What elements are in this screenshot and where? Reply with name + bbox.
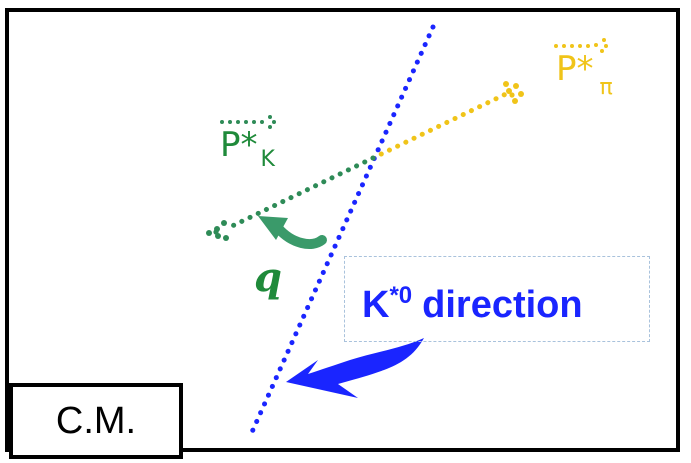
p-star-k-label: P* K bbox=[220, 125, 275, 172]
p-star-pi-arrowhead bbox=[503, 81, 524, 104]
p-star-pi-label: P* π bbox=[556, 49, 613, 100]
angle-label: q bbox=[254, 254, 282, 301]
frame-label-box: C.M. bbox=[9, 383, 183, 459]
p-star-k-arrowhead bbox=[206, 220, 229, 241]
p-star-k-vector bbox=[206, 115, 376, 241]
frame-label: C.M. bbox=[55, 399, 137, 442]
direction-curved-arrow-icon bbox=[286, 338, 424, 398]
p-star-pi-overdots bbox=[554, 38, 608, 53]
k-star-direction-line bbox=[249, 24, 436, 435]
p-star-pi-vector bbox=[370, 38, 608, 161]
p-star-k-overdots bbox=[220, 115, 276, 129]
angle-curved-arrow-icon bbox=[258, 216, 327, 249]
k-star-direction-box bbox=[344, 256, 650, 342]
k-star-direction-label: K*0 direction bbox=[362, 282, 583, 326]
